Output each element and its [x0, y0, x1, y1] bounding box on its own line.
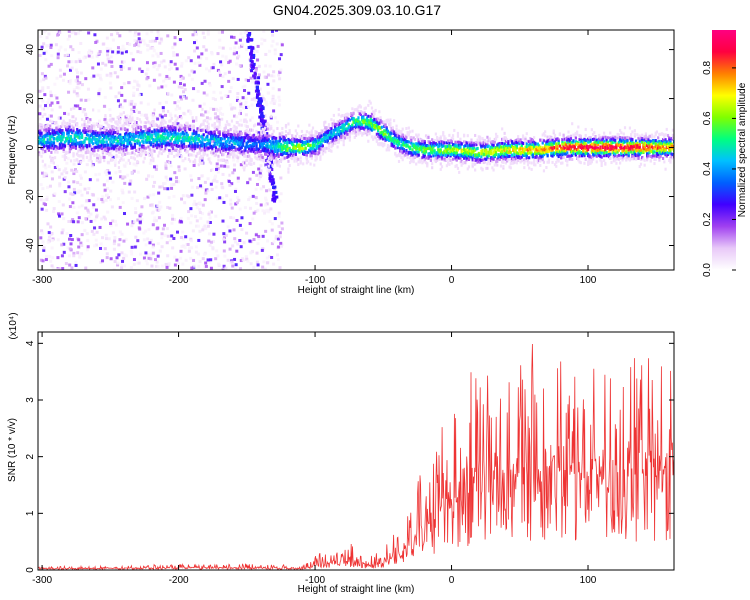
snr-x-tick-label: 0: [449, 575, 455, 586]
colorbar-tick-label: 0.2: [702, 212, 713, 226]
snr-y-tick-label: 3: [25, 397, 36, 403]
spectrogram-x-tick-label: 100: [580, 275, 597, 286]
colorbar-tick-label: 0.4: [702, 162, 713, 176]
snr-plot-area: [38, 343, 674, 570]
snr-y-tick-label: 2: [25, 453, 36, 459]
snr-y-label: SNR (10 * v/v): [7, 418, 18, 482]
snr-y-tick-label: 1: [25, 510, 36, 516]
colorbar-scale: [712, 30, 736, 270]
spectrogram-y-tick-label: -40: [25, 238, 36, 253]
spectrogram-y-label: Frequency (Hz): [7, 116, 18, 185]
spectrogram-image: [38, 30, 674, 270]
spectrogram-x-ticks: -300 -200 -100 0 100: [32, 30, 597, 286]
spectrogram-frame: [37, 29, 675, 271]
snr-y-ticks: 0 1 2 3 4: [25, 340, 674, 573]
spectrogram-pixels: [38, 30, 674, 270]
spectrogram-x-tick-label: -200: [169, 275, 189, 286]
spectrogram-y-tick-label: 40: [25, 44, 36, 56]
spectrogram-x-label: Height of straight line (km): [298, 285, 415, 296]
colorbar-tick-label: 0.6: [702, 111, 713, 125]
colorbar-tick-label: 0.8: [702, 61, 713, 75]
colorbar-label: Normalized spectral amplitude: [737, 82, 748, 217]
snr-y-tick-label: 0: [25, 567, 36, 573]
colorbar: 0.0 0.2 0.4 0.6 0.8 Normalized spectral ampl…: [702, 30, 748, 277]
spectrogram-y-tick-label: 20: [25, 93, 36, 105]
spectrogram-x-tick-label: -100: [305, 275, 325, 286]
snr-x-tick-label: 100: [580, 575, 597, 586]
spectrogram-y-tick-label: -20: [25, 189, 36, 204]
colorbar-ticks: 0.0 0.2 0.4 0.6 0.8: [702, 61, 736, 277]
snr-x-ticks: -300 -200 -100 0 100: [32, 332, 597, 586]
colorbar-tick-label: 0.0: [702, 263, 713, 277]
snr-series-line: [38, 343, 674, 570]
snr-panel: -300 -200 -100 0 100 0 1 2 3 4 Height of straigh…: [7, 312, 675, 595]
snr-x-tick-label: -200: [169, 575, 189, 586]
snr-multiplier-label: (x10⁴): [8, 312, 19, 339]
snr-x-label: Height of straight line (km): [298, 584, 415, 595]
snr-y-tick-label: 4: [25, 340, 36, 346]
snr-x-tick-label: -100: [305, 575, 325, 586]
spectrogram-x-tick-label: 0: [449, 275, 455, 286]
figure-title: GN04.2025.309.03.10.G17: [273, 2, 441, 18]
snr-frame: [37, 331, 675, 571]
spectrogram-x-tick-label: -300: [32, 275, 52, 286]
snr-x-tick-label: -300: [32, 575, 52, 586]
spectrogram-y-tick-label: 0: [25, 144, 36, 150]
spectrogram-y-ticks: -40 -20 0 20 40: [25, 44, 674, 253]
